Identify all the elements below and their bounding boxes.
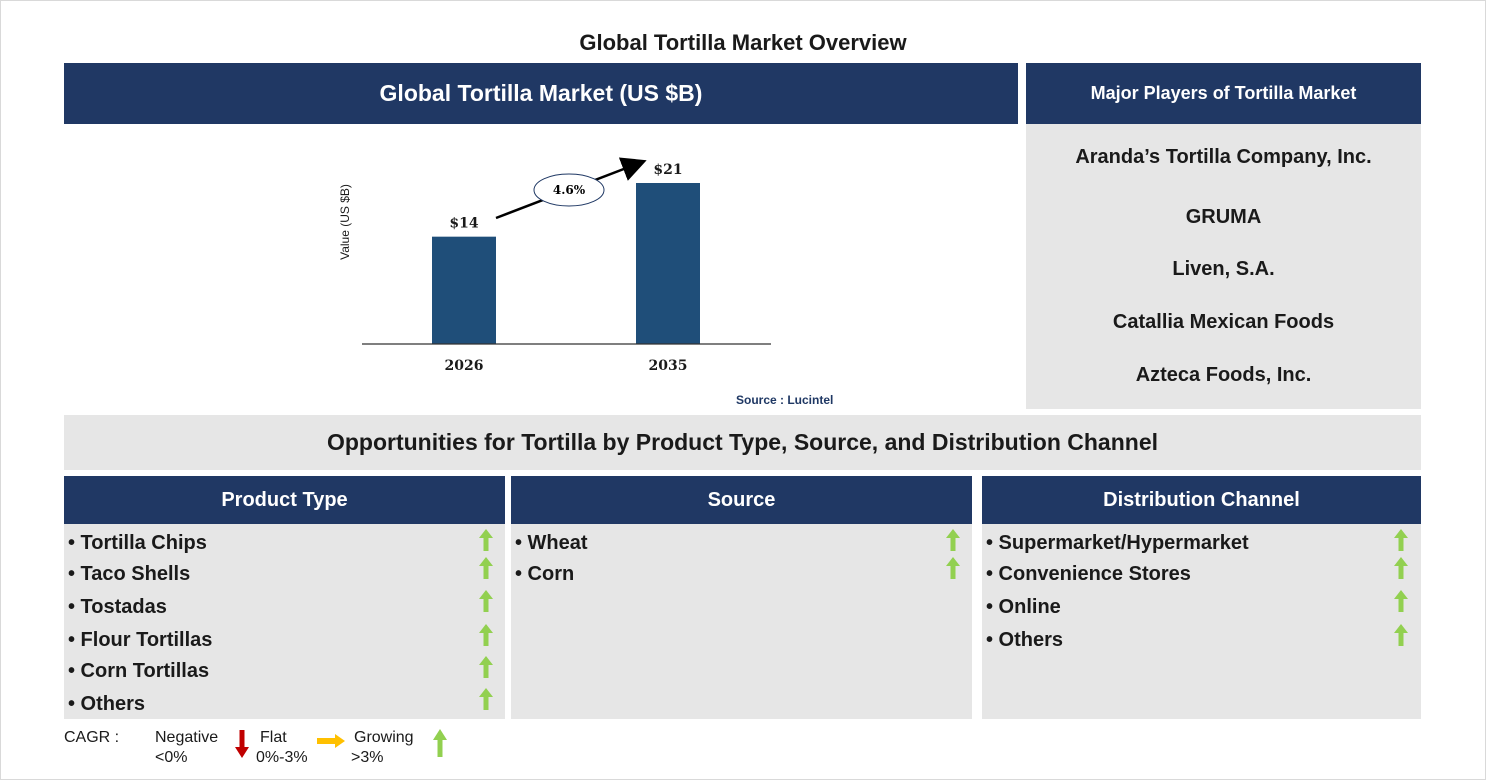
list-item: • Corn	[515, 563, 575, 585]
legend-negative-range: <0%	[155, 749, 188, 766]
cagr-label: 4.6%	[553, 183, 586, 197]
player-item: Liven, S.A.	[1172, 258, 1275, 280]
growth-up-arrow-icon	[1394, 624, 1408, 646]
legend-negative-label: Negative	[155, 729, 219, 746]
bar-value-label: $21	[653, 162, 682, 178]
x-tick-label: 2035	[649, 358, 688, 374]
growth-up-arrow-icon	[479, 624, 493, 646]
negative-down-arrow-icon	[235, 730, 249, 758]
market-chart-header: Global Tortilla Market (US $B)	[64, 63, 1018, 124]
player-item: Aranda’s Tortilla Company, Inc.	[1075, 146, 1372, 168]
flat-right-arrow-icon	[317, 734, 345, 748]
cagr-bubble	[533, 173, 605, 207]
product-type-panel: • Tortilla Chips • Taco Shells • Tostada…	[64, 524, 505, 719]
market-bar-chart: Value (US $B) $14 2026 $21 2035 4.6%	[338, 157, 771, 374]
source-panel: • Wheat • Corn	[511, 524, 972, 719]
list-item: • Online	[986, 596, 1061, 618]
list-item: • Corn Tortillas	[68, 660, 210, 682]
growth-up-arrow-icon	[479, 656, 493, 678]
list-item: • Flour Tortillas	[68, 629, 213, 651]
growth-up-arrow-icon	[479, 688, 493, 710]
growth-up-arrow-icon	[479, 529, 493, 551]
list-item: • Others	[68, 693, 146, 715]
growth-up-arrow-icon	[1394, 590, 1408, 612]
growth-up-arrow-icon	[479, 590, 493, 612]
growth-up-arrow-icon	[1394, 529, 1408, 551]
bar-value-label: $14	[449, 216, 478, 232]
opportunities-title: Opportunities for Tortilla by Product Ty…	[64, 415, 1421, 470]
legend-flat-label: Flat	[260, 729, 287, 746]
bar-2035	[636, 183, 700, 344]
growth-up-arrow-icon	[946, 557, 960, 579]
list-item: • Convenience Stores	[986, 563, 1191, 585]
legend-flat-range: 0%-3%	[256, 749, 308, 766]
x-tick-label: 2026	[445, 358, 484, 374]
source-note: Source : Lucintel	[736, 393, 834, 407]
legend-label: CAGR :	[64, 729, 120, 746]
source-header: Source	[511, 476, 972, 524]
list-item: • Wheat	[515, 532, 588, 554]
growth-up-arrow-icon	[479, 557, 493, 579]
legend-growing-range: >3%	[351, 749, 384, 766]
product-type-header: Product Type	[64, 476, 505, 524]
list-item: • Others	[986, 629, 1064, 651]
bar-2026	[432, 236, 496, 344]
list-item: • Tostadas	[68, 596, 167, 618]
growth-up-arrow-icon	[1394, 557, 1408, 579]
growing-up-arrow-icon	[433, 729, 447, 757]
list-item: • Tortilla Chips	[68, 532, 207, 554]
player-item: GRUMA	[1185, 206, 1262, 228]
distribution-channel-panel: • Supermarket/Hypermarket • Convenience …	[982, 524, 1421, 719]
legend-growing-label: Growing	[354, 729, 414, 746]
major-players-header: Major Players of Tortilla Market	[1026, 63, 1421, 124]
major-players-panel: Aranda’s Tortilla Company, Inc. GRUMA Li…	[1026, 124, 1421, 409]
list-item: • Taco Shells	[68, 563, 191, 585]
growth-up-arrow-icon	[946, 529, 960, 551]
bars-layer: $14 2026 $21 2035	[432, 162, 700, 374]
page-title: Global Tortilla Market Overview	[579, 30, 907, 55]
distribution-channel-header: Distribution Channel	[982, 476, 1421, 524]
y-axis-label: Value (US $B)	[338, 184, 352, 260]
player-item: Catallia Mexican Foods	[1112, 311, 1335, 333]
player-item: Azteca Foods, Inc.	[1135, 364, 1312, 386]
list-item: • Supermarket/Hypermarket	[986, 532, 1249, 554]
